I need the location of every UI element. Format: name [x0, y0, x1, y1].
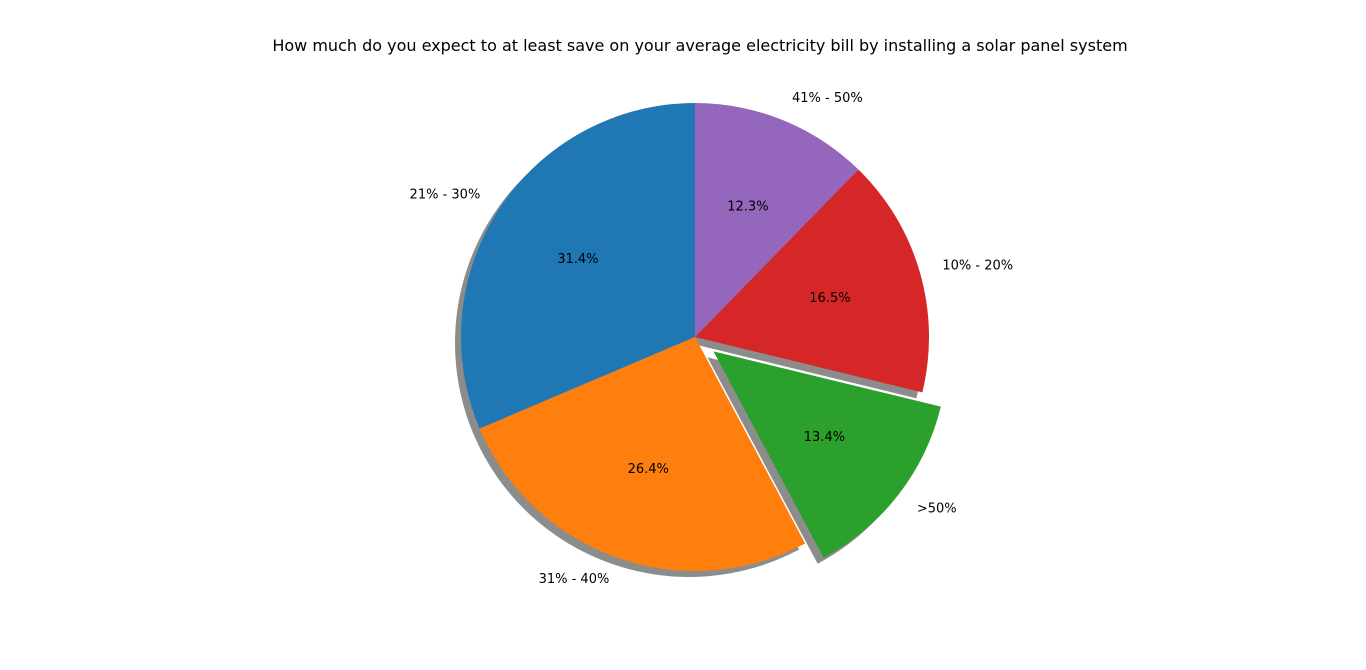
pie-slices: [460, 103, 941, 571]
slice-label-31-40: 31% - 40%: [539, 572, 610, 587]
percent-label-10-20: 16.5%: [809, 291, 850, 306]
slice-label-over-50: >50%: [917, 502, 957, 517]
percent-label-21-30: 31.4%: [557, 252, 598, 267]
slice-21-30: [460, 103, 695, 429]
slice-label-10-20: 10% - 20%: [942, 258, 1013, 273]
percent-labels: 31.4% 26.4% 13.4% 16.5% 12.3%: [557, 199, 850, 476]
slice-41-50: [695, 103, 859, 337]
slice-labels: 21% - 30% 31% - 40% >50% 10% - 20% 41% - 50%: [410, 91, 1014, 587]
slice-label-41-50: 41% - 50%: [792, 91, 863, 106]
percent-label-31-40: 26.4%: [628, 462, 669, 477]
slice-over-50: [713, 351, 941, 558]
slice-31-40: [479, 337, 806, 571]
slice-10-20: [695, 169, 929, 393]
percent-label-41-50: 12.3%: [727, 199, 768, 214]
chart-title: How much do you expect to at least save …: [272, 36, 1127, 55]
slice-label-21-30: 21% - 30%: [410, 188, 481, 203]
percent-label-over-50: 13.4%: [804, 430, 845, 445]
